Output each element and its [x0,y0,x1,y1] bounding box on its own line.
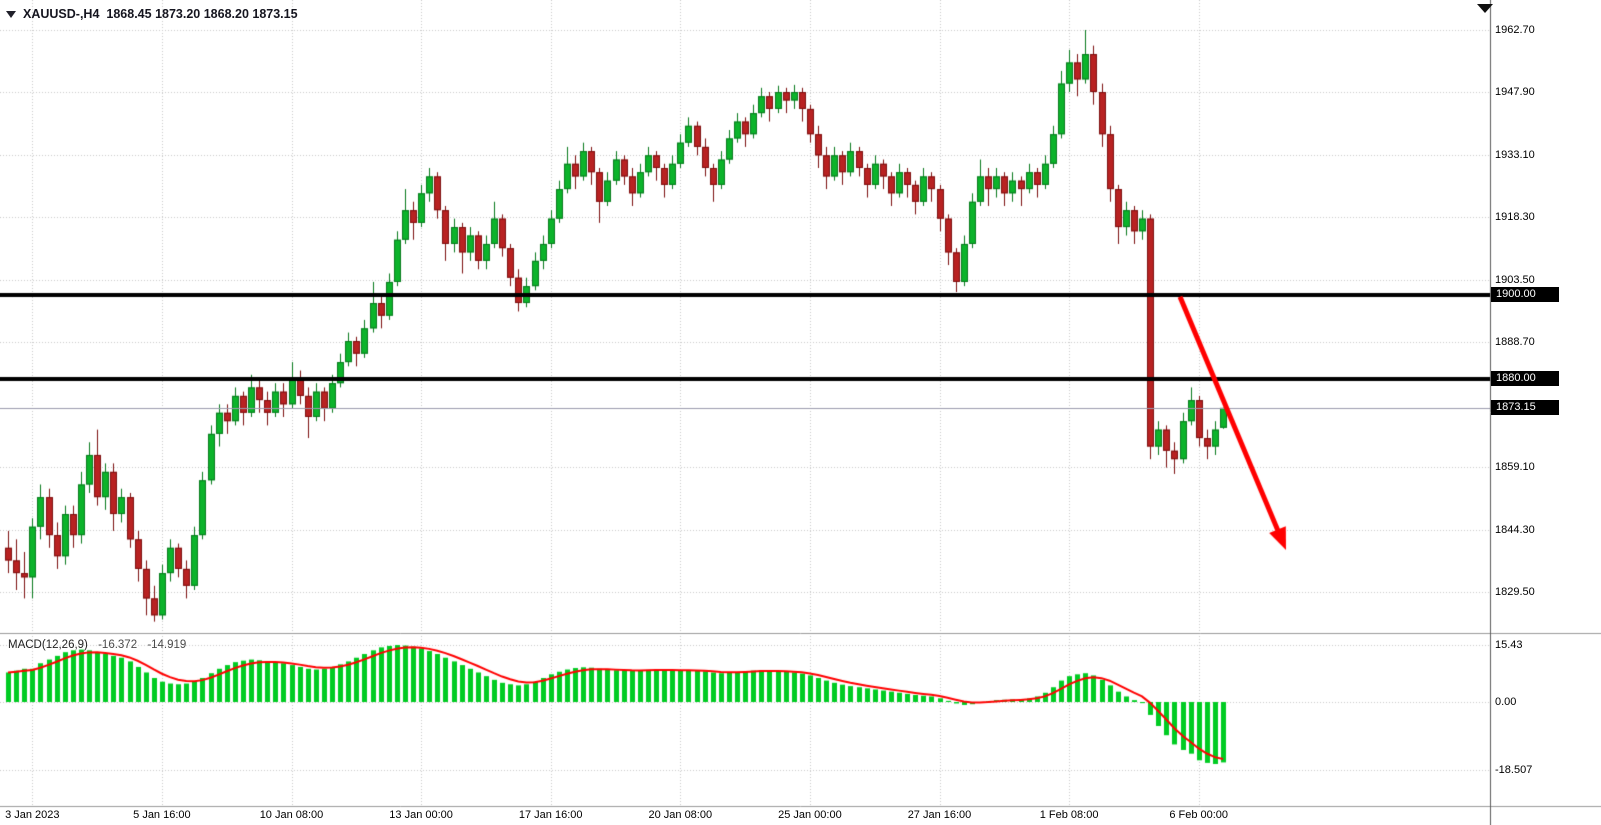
time-tick-label: 10 Jan 08:00 [259,809,324,821]
time-tick-label: 27 Jan 16:00 [907,809,972,821]
time-tick-label: 17 Jan 16:00 [518,809,583,821]
chart-header: XAUUSD-,H4 1868.45 1873.20 1868.20 1873.… [6,7,298,21]
level-box-1900: 1900.00 [1491,287,1559,302]
time-tick-label: 5 Jan 16:00 [133,809,191,821]
axis-tick-label: 0.00 [1495,696,1517,708]
axis-tick-label: 1947.90 [1495,86,1535,98]
macd-main-value: -16.372 [98,639,138,651]
time-tick-label: 25 Jan 00:00 [778,809,842,821]
axis-tick-label: 1962.70 [1495,24,1535,36]
axis-tick-label: 1829.50 [1495,586,1535,598]
macd-name: MACD(12,26,9) [8,639,88,651]
time-tick-label: 20 Jan 08:00 [648,809,713,821]
time-tick-label: 13 Jan 00:00 [389,809,453,821]
axis-tick-label: 1844.30 [1495,524,1535,536]
chart-title: XAUUSD-,H4 [23,7,100,21]
current-price-box: 1873.15 [1491,400,1559,415]
axis-tick-label: 1933.10 [1495,149,1535,161]
price-axis[interactable]: 1962.70 1947.90 1933.10 1918.30 1903.50 1888.… [1492,0,1600,806]
axis-tick-label: 1888.70 [1495,336,1535,348]
axis-tick-label: 1903.50 [1495,274,1535,286]
time-tick-label: 1 Feb 08:00 [1039,809,1099,821]
time-tick-label: 6 Feb 00:00 [1169,809,1229,821]
axis-tick-label: 1859.10 [1495,461,1535,473]
chart-shift-marker-icon[interactable] [1477,4,1493,13]
time-tick-label: 3 Jan 2023 [5,809,60,821]
chart-dropdown-icon[interactable] [6,10,16,18]
time-axis[interactable]: 3 Jan 2023 5 Jan 16:00 10 Jan 08:00 13 Jan … [0,808,1601,825]
axis-tick-label: 1918.30 [1495,211,1535,223]
macd-indicator-label: MACD(12,26,9) -16.372 -14.919 [8,639,186,651]
chart-ohlc-values: 1868.45 1873.20 1868.20 1873.15 [106,7,298,21]
axis-tick-label: -18.507 [1495,764,1533,776]
level-box-1880: 1880.00 [1491,371,1559,386]
macd-signal-value: -14.919 [147,639,187,651]
axis-tick-label: 15.43 [1495,639,1523,651]
